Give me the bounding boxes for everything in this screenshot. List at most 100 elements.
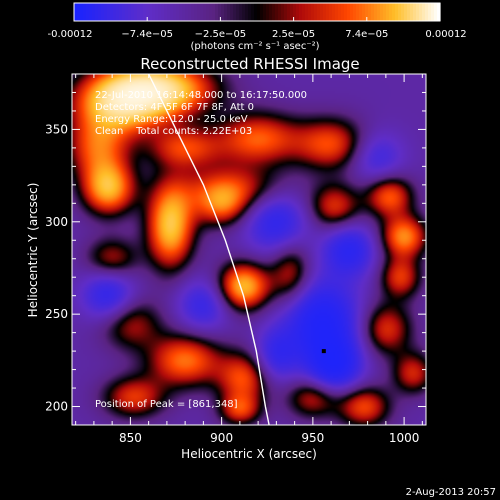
colorbar-tick-label: -0.00012 (48, 29, 93, 40)
colorbar-segment (110, 3, 114, 21)
colorbar-segment (329, 3, 333, 21)
x-tick-label: 850 (119, 431, 142, 445)
colorbar-segment (266, 3, 270, 21)
colorbar-segment (182, 3, 186, 21)
colorbar-segment (107, 3, 111, 21)
colorbar-segment (134, 3, 138, 21)
colorbar-segment (275, 3, 279, 21)
y-tick-label: 350 (45, 122, 68, 136)
colorbar-segment (197, 3, 201, 21)
colorbar-segment (404, 3, 408, 21)
annotation-peak-position: Position of Peak = [861,348] (95, 399, 238, 410)
colorbar-segment (203, 3, 207, 21)
colorbar-segment (170, 3, 174, 21)
colorbar-segment (101, 3, 105, 21)
colorbar-segment (260, 3, 264, 21)
colorbar-segment (137, 3, 141, 21)
colorbar-segment (254, 3, 258, 21)
colorbar-segment (374, 3, 378, 21)
colorbar-segment (89, 3, 93, 21)
colorbar-segment (296, 3, 300, 21)
colorbar-segment (410, 3, 414, 21)
colorbar-segment (263, 3, 267, 21)
colorbar-segment (320, 3, 324, 21)
colorbar-segment (221, 3, 225, 21)
colorbar: -0.00012 −7.4e−05 −2.5e−05 2.5e−05 7.4e−05 0.… (48, 2, 467, 40)
colorbar-segment (152, 3, 156, 21)
colorbar-segment (206, 3, 210, 21)
colorbar-segment (395, 3, 399, 21)
colorbar-segment (278, 3, 282, 21)
colorbar-segment (299, 3, 303, 21)
axis-ticks: 850 900 950 1000 200 250 300 350 (45, 73, 426, 445)
y-axis-label: Heliocentric Y (arcsec) (26, 183, 40, 318)
colorbar-segment (77, 3, 81, 21)
colorbar-segment (371, 3, 375, 21)
colorbar-segment (194, 3, 198, 21)
colorbar-segment (389, 3, 393, 21)
colorbar-segment (434, 3, 438, 21)
colorbar-segment (92, 3, 96, 21)
colorbar-tick-label: 7.4e−05 (345, 29, 388, 40)
colorbar-segment (425, 3, 429, 21)
plot-frame (71, 73, 427, 426)
footer-timestamp: 2-Aug-2013 20:57 (406, 487, 496, 498)
colorbar-segment (242, 3, 246, 21)
colorbar-segment (386, 3, 390, 21)
y-tick-label: 250 (45, 307, 68, 321)
colorbar-segment (119, 3, 123, 21)
colorbar-segment (341, 3, 345, 21)
colorbar-segment (422, 3, 426, 21)
colorbar-segment (176, 3, 180, 21)
colorbar-segment (398, 3, 402, 21)
colorbar-segment (230, 3, 234, 21)
colorbar-segment (143, 3, 147, 21)
colorbar-segment (437, 3, 441, 21)
colorbar-segment (419, 3, 423, 21)
colorbar-segment (173, 3, 177, 21)
colorbar-segment (362, 3, 366, 21)
colorbar-segment (227, 3, 231, 21)
colorbar-segment (215, 3, 219, 21)
colorbar-segment (431, 3, 435, 21)
colorbar-segment (122, 3, 126, 21)
y-tick-label: 300 (45, 215, 68, 229)
colorbar-segment (284, 3, 288, 21)
colorbar-segment (95, 3, 99, 21)
colorbar-segment (413, 3, 417, 21)
colorbar-segment (368, 3, 372, 21)
colorbar-segment (161, 3, 165, 21)
colorbar-segment (335, 3, 339, 21)
colorbar-segment (164, 3, 168, 21)
colorbar-segment (185, 3, 189, 21)
colorbar-segment (116, 3, 120, 21)
colorbar-segment (302, 3, 306, 21)
colorbar-segment (281, 3, 285, 21)
x-tick-label: 950 (301, 431, 324, 445)
annotations: 22-Jul-2010 16:14:48.000 to 16:17:50.000… (95, 90, 307, 410)
colorbar-segment (326, 3, 330, 21)
colorbar-segment (146, 3, 150, 21)
colorbar-segment (248, 3, 252, 21)
colorbar-segment (383, 3, 387, 21)
colorbar-segment (377, 3, 381, 21)
colorbar-segment (209, 3, 213, 21)
colorbar-segment (149, 3, 153, 21)
colorbar-segment (104, 3, 108, 21)
colorbar-segment (155, 3, 159, 21)
colorbar-segment (131, 3, 135, 21)
colorbar-segment (323, 3, 327, 21)
chart-title: Reconstructed RHESSI Image (140, 55, 359, 73)
colorbar-segment (359, 3, 363, 21)
colorbar-segment (287, 3, 291, 21)
heatmap-image (72, 74, 426, 425)
colorbar-segment (140, 3, 144, 21)
colorbar-segment (83, 3, 87, 21)
colorbar-segment (236, 3, 240, 21)
colorbar-segment (350, 3, 354, 21)
colorbar-segment (218, 3, 222, 21)
colorbar-segment (251, 3, 255, 21)
peak-marker (321, 349, 326, 354)
